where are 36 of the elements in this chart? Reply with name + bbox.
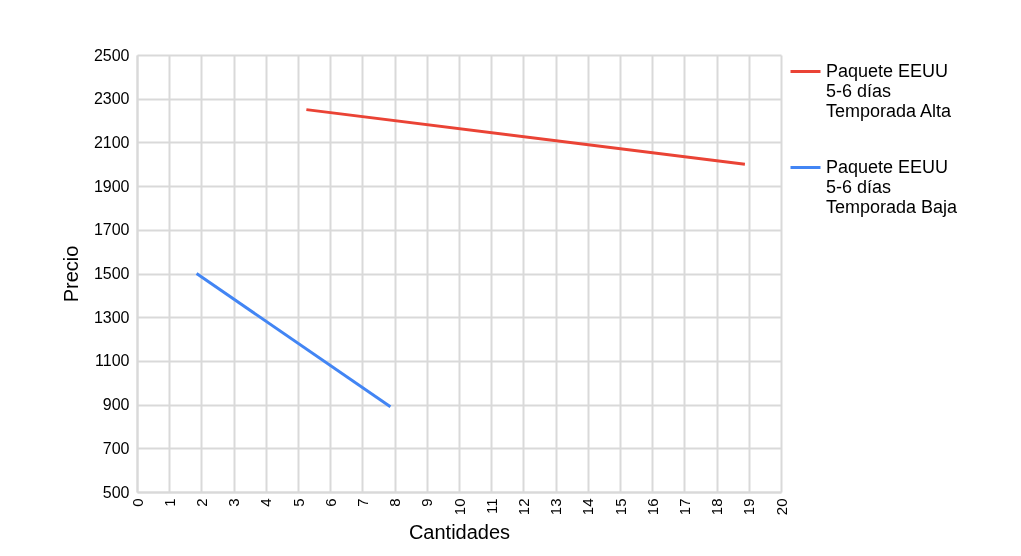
y-tick-label: 900	[102, 396, 130, 414]
x-tick-label: 8	[386, 498, 404, 507]
x-tick-label: 15	[611, 498, 629, 516]
x-tick-label: 9	[418, 498, 436, 507]
y-tick-label: 1900	[93, 177, 130, 195]
x-tick-label: 10	[450, 498, 468, 516]
x-tick-label: 20	[772, 498, 790, 516]
x-tick-label: 19	[740, 498, 758, 516]
x-tick-label: 3	[225, 498, 243, 507]
y-tick-label: 1500	[93, 265, 130, 282]
y-tick-label: 2300	[93, 90, 130, 108]
x-tick-label: 4	[257, 498, 275, 507]
x-tick-label: 0	[128, 498, 146, 507]
x-tick-label: 11	[482, 498, 500, 515]
y-axis-title: Precio	[59, 245, 82, 303]
x-axis-title: Cantidades	[408, 521, 511, 544]
legend-label: Paquete EEUU 5-6 días Temporada Baja	[826, 156, 959, 217]
x-tick-label: 16	[643, 498, 661, 516]
x-tick-label: 12	[514, 498, 532, 516]
y-tick-label: 1700	[93, 221, 130, 239]
x-tick-label: 14	[579, 498, 597, 516]
y-tick-label: 1100	[95, 352, 130, 370]
y-tick-label: 2100	[93, 133, 130, 151]
x-tick-label: 2	[192, 498, 210, 507]
x-tick-label: 7	[353, 498, 371, 507]
x-tick-label: 6	[321, 498, 339, 507]
y-tick-label: 1300	[93, 308, 130, 326]
y-tick-label: 700	[102, 439, 130, 457]
x-tick-label: 5	[289, 498, 307, 507]
x-tick-label: 17	[675, 498, 693, 516]
x-tick-label: 1	[160, 498, 178, 507]
x-tick-label: 18	[708, 498, 726, 516]
y-tick-label: 500	[102, 483, 130, 501]
legend-label: Paquete EEUU 5-6 días Temporada Alta	[826, 60, 953, 121]
x-tick-label: 13	[547, 498, 565, 516]
y-tick-label: 2500	[93, 46, 130, 64]
